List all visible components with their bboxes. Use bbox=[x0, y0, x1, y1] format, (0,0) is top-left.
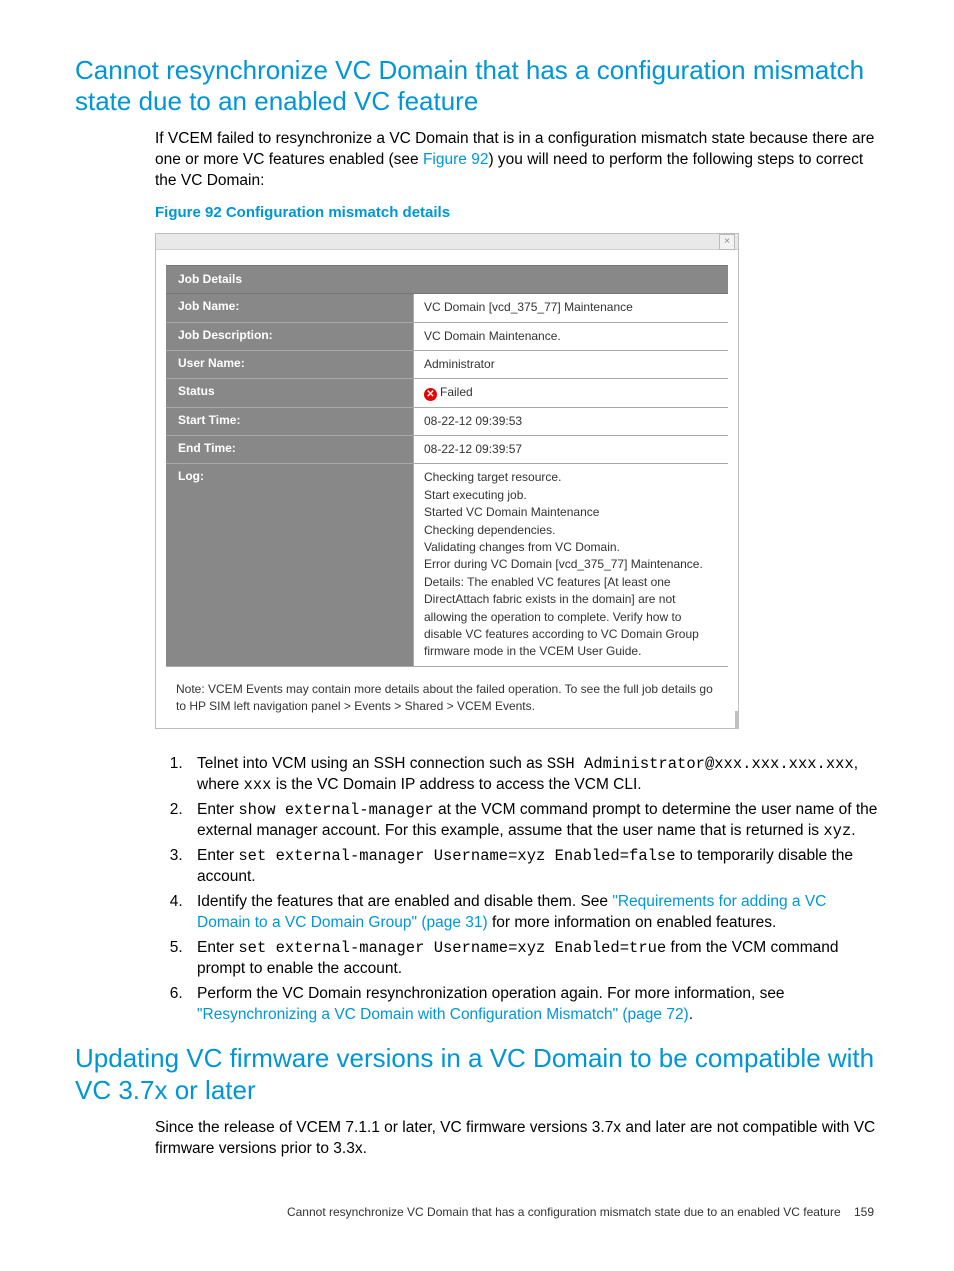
page-number: 159 bbox=[854, 1205, 874, 1219]
list-item: Enter show external-manager at the VCM c… bbox=[187, 800, 879, 842]
label-log: Log: bbox=[166, 464, 414, 665]
step6-t2: . bbox=[689, 1006, 693, 1023]
paragraph-2: Since the release of VCEM 7.1.1 or later… bbox=[75, 1118, 879, 1160]
section-heading-2: Updating VC firmware versions in a VC Do… bbox=[75, 1043, 879, 1105]
table-row: Log: Checking target resource. Start exe… bbox=[166, 464, 728, 666]
table-row: User Name: Administrator bbox=[166, 351, 728, 379]
step6-t1: Perform the VC Domain resynchronization … bbox=[197, 985, 785, 1002]
value-user: Administrator bbox=[414, 351, 728, 378]
value-job-name: VC Domain [vcd_375_77] Maintenance bbox=[414, 294, 728, 321]
footer-text: Cannot resynchronize VC Domain that has … bbox=[287, 1205, 841, 1219]
figure-92-link[interactable]: Figure 92 bbox=[423, 151, 488, 168]
step1-code2: xxx bbox=[244, 776, 272, 794]
label-status: Status bbox=[166, 379, 414, 406]
value-status: ✕Failed bbox=[414, 379, 728, 406]
step1-code1: SSH Administrator@xxx.xxx.xxx.xxx bbox=[547, 755, 854, 773]
list-item: Perform the VC Domain resynchronization … bbox=[187, 984, 879, 1026]
label-start: Start Time: bbox=[166, 408, 414, 435]
resync-link[interactable]: "Resynchronizing a VC Domain with Config… bbox=[197, 1006, 689, 1023]
step1-t1: Telnet into VCM using an SSH connection … bbox=[197, 755, 547, 772]
label-user: User Name: bbox=[166, 351, 414, 378]
value-log: Checking target resource. Start executin… bbox=[414, 464, 728, 665]
step4-t2: for more information on enabled features… bbox=[488, 914, 777, 931]
list-item: Telnet into VCM using an SSH connection … bbox=[187, 754, 879, 796]
scrollbar-thumb[interactable] bbox=[735, 711, 739, 729]
step5-code1: set external-manager Username=xyz Enable… bbox=[238, 939, 666, 957]
figure-caption: Figure 92 Configuration mismatch details bbox=[75, 204, 879, 221]
job-details-dialog: × Job Details Job Name: VC Domain [vcd_3… bbox=[155, 233, 739, 729]
label-job-desc: Job Description: bbox=[166, 323, 414, 350]
dialog-note: Note: VCEM Events may contain more detai… bbox=[156, 667, 738, 729]
close-icon[interactable]: × bbox=[719, 234, 735, 250]
page-footer: Cannot resynchronize VC Domain that has … bbox=[75, 1205, 879, 1219]
step4-t1: Identify the features that are enabled a… bbox=[197, 893, 612, 910]
table-row: Status ✕Failed bbox=[166, 379, 728, 407]
label-job-name: Job Name: bbox=[166, 294, 414, 321]
section-heading-1: Cannot resynchronize VC Domain that has … bbox=[75, 55, 879, 117]
step3-code1: set external-manager Username=xyz Enable… bbox=[238, 847, 675, 865]
steps-list: Telnet into VCM using an SSH connection … bbox=[75, 754, 879, 1025]
step2-code1: show external-manager bbox=[238, 801, 433, 819]
list-item: Identify the features that are enabled a… bbox=[187, 892, 879, 934]
job-details-header: Job Details bbox=[166, 265, 728, 294]
step2-t1: Enter bbox=[197, 801, 238, 818]
dialog-titlebar: × bbox=[156, 234, 738, 250]
step5-t1: Enter bbox=[197, 939, 238, 956]
step3-t1: Enter bbox=[197, 847, 238, 864]
table-row: Job Name: VC Domain [vcd_375_77] Mainten… bbox=[166, 294, 728, 322]
step2-code2: xyz bbox=[823, 822, 851, 840]
step2-t3: . bbox=[851, 822, 855, 839]
failed-icon: ✕ bbox=[424, 388, 437, 401]
table-row: End Time: 08-22-12 09:39:57 bbox=[166, 436, 728, 464]
value-start: 08-22-12 09:39:53 bbox=[414, 408, 728, 435]
status-text: Failed bbox=[440, 385, 473, 399]
list-item: Enter set external-manager Username=xyz … bbox=[187, 846, 879, 888]
list-item: Enter set external-manager Username=xyz … bbox=[187, 938, 879, 980]
label-end: End Time: bbox=[166, 436, 414, 463]
step1-t3: is the VC Domain IP address to access th… bbox=[271, 776, 641, 793]
value-end: 08-22-12 09:39:57 bbox=[414, 436, 728, 463]
table-row: Start Time: 08-22-12 09:39:53 bbox=[166, 408, 728, 436]
value-job-desc: VC Domain Maintenance. bbox=[414, 323, 728, 350]
table-row: Job Description: VC Domain Maintenance. bbox=[166, 323, 728, 351]
intro-paragraph: If VCEM failed to resynchronize a VC Dom… bbox=[75, 129, 879, 192]
